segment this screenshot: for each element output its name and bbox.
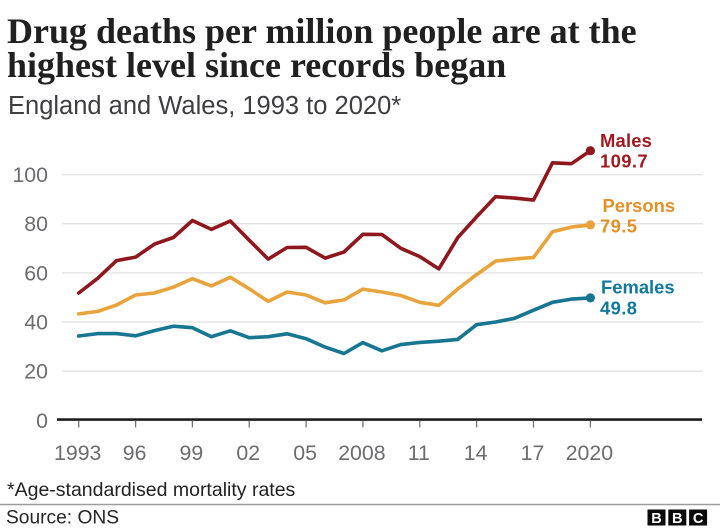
svg-text:Females: Females: [601, 276, 675, 297]
svg-text:Males: Males: [600, 130, 652, 151]
svg-text:B: B: [651, 511, 662, 527]
svg-text:England and Wales, 1993 to 202: England and Wales, 1993 to 2020*: [8, 92, 401, 120]
svg-text:05: 05: [293, 441, 317, 465]
svg-text:17: 17: [521, 441, 545, 465]
svg-text:2008: 2008: [338, 441, 385, 465]
svg-text:40: 40: [24, 311, 48, 335]
svg-text:Drug deaths per million people: Drug deaths per million people are at th…: [7, 11, 637, 51]
svg-text:Persons: Persons: [603, 195, 676, 216]
svg-text:100: 100: [12, 163, 48, 187]
svg-text:2020: 2020: [566, 441, 614, 465]
svg-text:B: B: [672, 511, 683, 527]
svg-text:02: 02: [236, 441, 260, 465]
svg-text:80: 80: [24, 212, 48, 236]
svg-text:0: 0: [36, 409, 48, 433]
svg-text:79.5: 79.5: [600, 215, 637, 236]
svg-text:1993: 1993: [54, 441, 101, 465]
svg-text:14: 14: [464, 441, 488, 465]
svg-text:60: 60: [24, 261, 48, 285]
svg-text:C: C: [693, 511, 704, 527]
svg-text:109.7: 109.7: [600, 150, 648, 171]
svg-text:20: 20: [24, 360, 48, 384]
svg-text:highest level since records be: highest level since records began: [7, 45, 506, 85]
svg-text:11: 11: [408, 441, 430, 465]
svg-text:99: 99: [180, 441, 204, 465]
svg-text:96: 96: [123, 441, 147, 465]
svg-text:Source: ONS: Source: ONS: [6, 508, 119, 529]
svg-text:*Age-standardised mortality ra: *Age-standardised mortality rates: [7, 479, 296, 501]
svg-text:49.8: 49.8: [600, 297, 637, 318]
